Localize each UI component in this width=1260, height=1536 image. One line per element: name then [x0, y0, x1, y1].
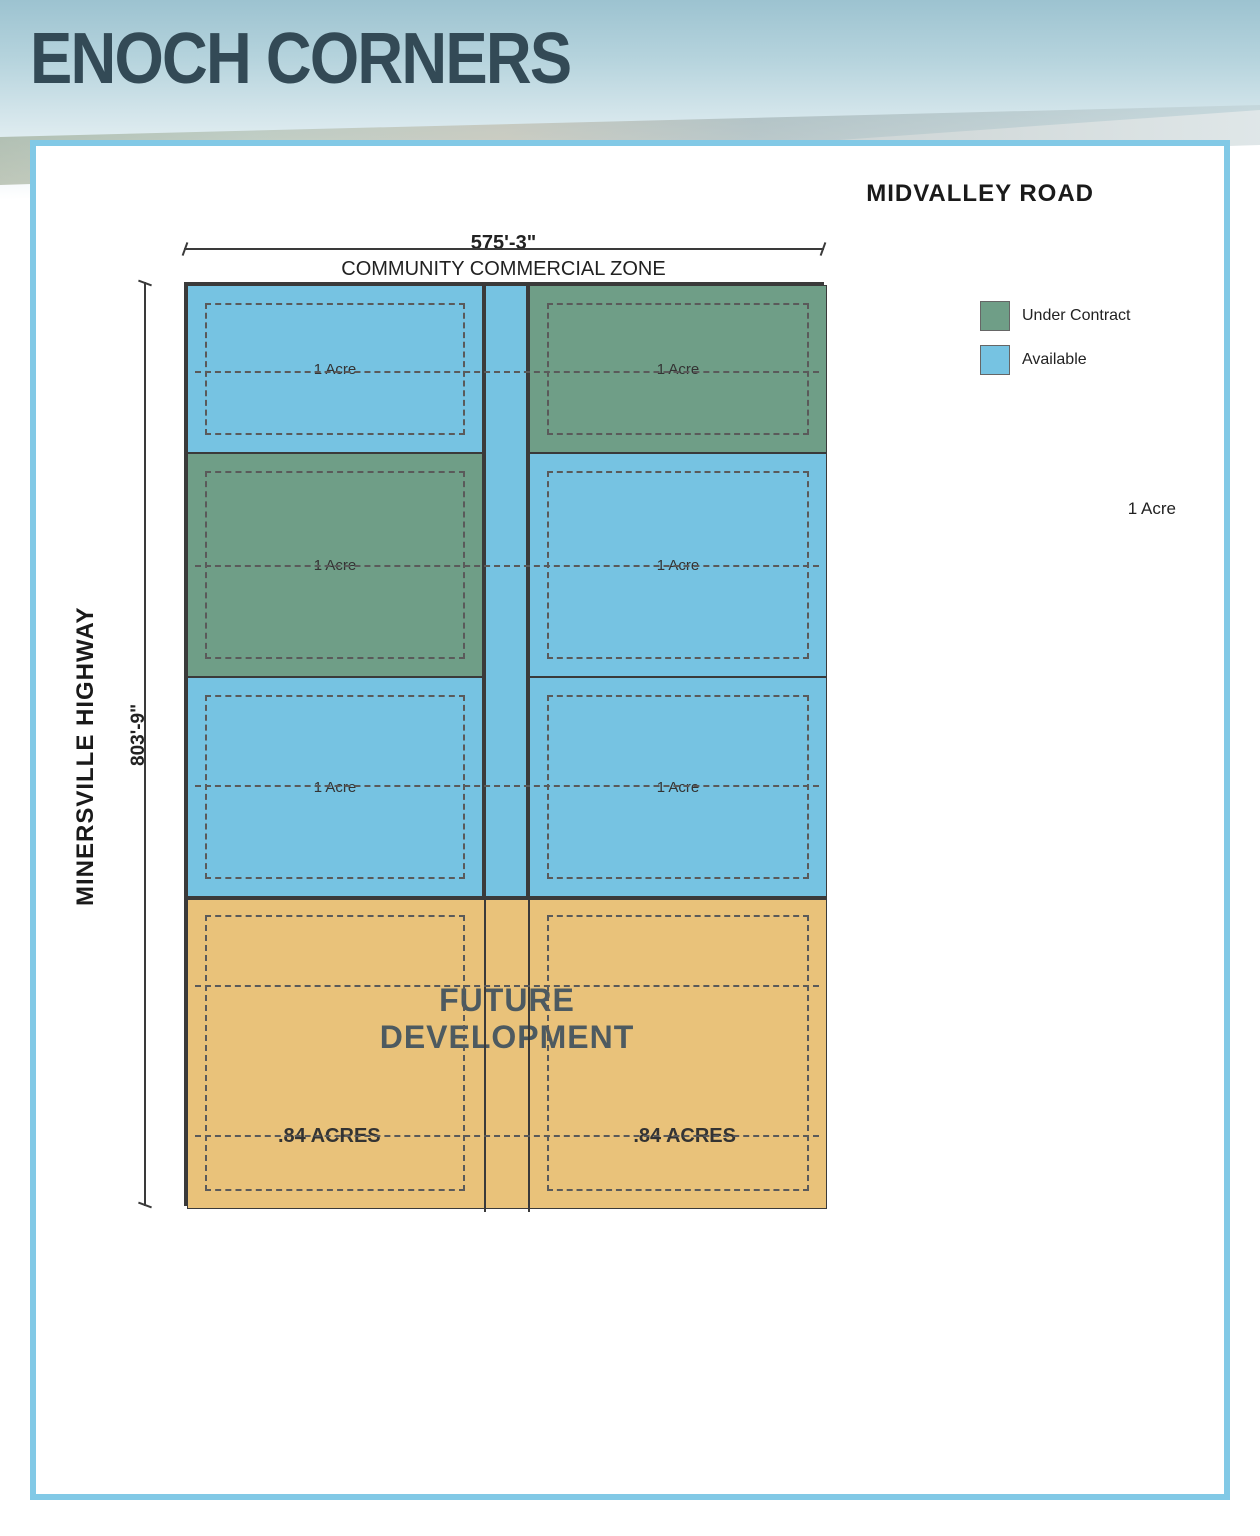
legend: Under Contract Available [980, 301, 1190, 389]
lot-label: 1 Acre [657, 779, 700, 796]
legend-item-available: Available [980, 345, 1190, 375]
lot-l1: 1 Acre [187, 285, 483, 453]
legend-swatch-under-contract [980, 301, 1010, 331]
road-label-left: MINERSVILLE HIGHWAY [72, 607, 100, 906]
dimension-line-left [144, 282, 146, 1206]
lot-label: 1 Acre [657, 361, 700, 378]
row-dash-line [195, 565, 819, 567]
center-access-strip [483, 285, 529, 897]
row-dash-line [195, 985, 819, 987]
legend-label: Under Contract [1022, 307, 1131, 325]
row-dash-line [195, 1135, 819, 1137]
lot-r1: 1 Acre [529, 285, 827, 453]
dimension-height: 803'-9" [128, 704, 150, 766]
lot-label: 1 Acre [314, 361, 357, 378]
legend-swatch-available [980, 345, 1010, 375]
lot-r3: 1 Acre [529, 677, 827, 897]
future-center-divider [484, 900, 530, 1212]
legend-label: Available [1022, 351, 1087, 369]
lot-label: 1 Acre [314, 779, 357, 796]
lot-l3: 1 Acre [187, 677, 483, 897]
dimension-line-top [184, 248, 824, 250]
page-title: ENOCH CORNERS [30, 18, 570, 100]
future-development-block: FUTURE DEVELOPMENT .84 ACRES .84 ACRES [187, 897, 827, 1209]
side-acreage-note: 1 Acre [1128, 499, 1176, 519]
row-dash-line [195, 785, 819, 787]
zone-label: COMMUNITY COMMERCIAL ZONE [186, 258, 821, 281]
dimension-width: 575'-3" [186, 232, 821, 255]
map-frame: MIDVALLEY ROAD 575'-3" COMMUNITY COMMERC… [30, 140, 1230, 1500]
road-label-top: MIDVALLEY ROAD [866, 180, 1094, 208]
site-plan: FUTURE DEVELOPMENT .84 ACRES .84 ACRES 1… [184, 282, 824, 1206]
row-dash-line [195, 371, 819, 373]
legend-item-under-contract: Under Contract [980, 301, 1190, 331]
